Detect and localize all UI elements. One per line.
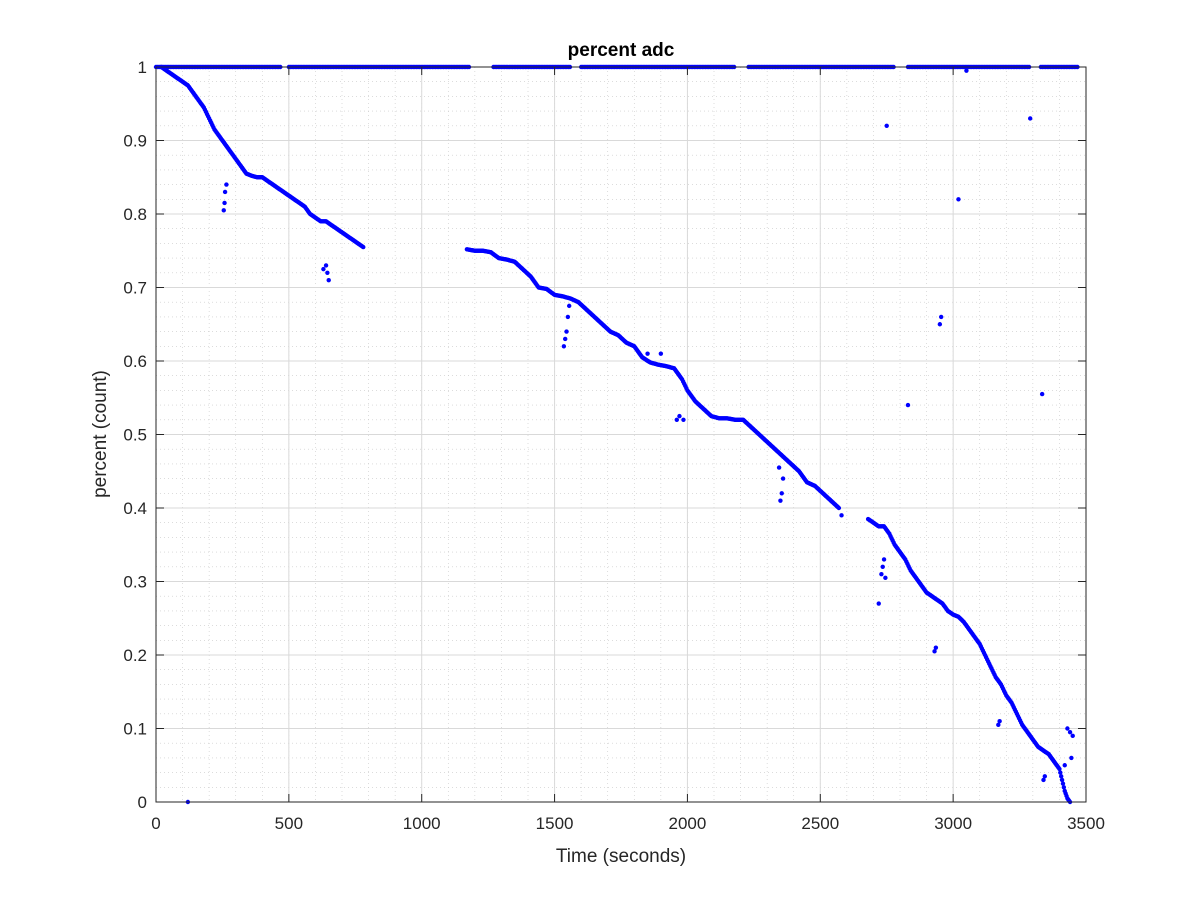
y-tick-label: 0.2 [123,646,147,665]
major-grid [155,66,1087,803]
chart-title: percent adc [568,40,675,61]
outlier-point [1067,729,1073,735]
outlier-point [884,123,889,128]
outlier-point [561,344,567,349]
trend-point [1058,770,1063,775]
y-tick-label: 0.7 [123,279,147,298]
outlier-point [778,498,783,503]
outlier-point [880,564,885,569]
outlier-point [1039,391,1045,397]
y-tick-label: 0.6 [123,352,147,371]
outlier-point [1069,755,1074,761]
outlier-point [956,197,961,202]
outlier-point [566,303,572,309]
outlier-point [563,336,568,342]
outlier-point [881,557,887,562]
outlier-point [780,476,786,481]
outlier-point [677,413,682,419]
x-axis-ticks: 0 500 1000 1500 2000 2500 3000 3500 [151,67,1105,833]
outlier-point [564,329,569,334]
outlier-point [224,182,229,187]
y-tick-label: 0 [138,793,147,812]
outlier-point [937,322,943,327]
x-tick-label: 3500 [1067,814,1105,833]
outlier-point [323,263,329,268]
outlier-point [1070,733,1075,739]
outlier-point [905,402,911,408]
outlier-point [681,417,686,422]
y-tick-label: 0.8 [123,205,147,224]
outlier-point [996,722,1001,728]
outlier-point [879,571,884,577]
data-points [153,64,1080,805]
outlier-point [876,601,881,606]
x-tick-label: 3000 [934,814,972,833]
outlier-point [565,314,571,320]
outlier-point [839,513,844,518]
x-axis-label: Time (seconds) [556,846,686,867]
outlier-point [997,718,1002,724]
outlier-point [1041,777,1046,783]
x-tick-label: 1500 [536,814,574,833]
outlier-point [325,270,330,275]
outlier-point [1028,116,1033,121]
y-tick-label: 0.9 [123,132,147,151]
outlier-point [658,351,664,356]
outlier-point [221,208,226,213]
x-tick-label: 500 [275,814,303,833]
trend-point [361,244,366,250]
outlier-point [222,200,227,206]
y-tick-label: 0.5 [123,426,147,445]
y-tick-label: 1 [138,58,147,77]
outlier-point [1042,774,1048,779]
trend-point [1060,781,1066,786]
outlier-point [932,649,937,654]
y-tick-label: 0.4 [123,499,147,518]
trend-point [1059,777,1065,783]
outlier-point [776,465,782,470]
y-tick-label: 0.3 [123,573,147,592]
outlier-point [779,491,784,496]
trend-point [1057,766,1062,772]
trend-point [836,505,842,511]
outlier-point [321,266,326,272]
x-tick-label: 2500 [801,814,839,833]
outlier-point [883,575,888,581]
outlier-point [645,351,650,356]
outlier-point [933,645,939,650]
outlier-point [1062,763,1067,768]
y-axis-ticks: 0 0.1 0.2 0.3 0.4 0.5 0.6 0.7 0.8 0.9 1 [123,58,1086,812]
y-tick-label: 0.1 [123,720,147,739]
outlier-point [326,277,331,283]
outlier-point [674,417,679,422]
outlier-point [222,189,228,195]
x-tick-label: 2000 [669,814,707,833]
outlier-point [938,314,944,320]
trend-point [1061,785,1067,790]
outlier-point [964,68,969,73]
x-tick-label: 0 [151,814,160,833]
y-axis-label: percent (count) [90,370,111,498]
trend-point [1059,774,1064,779]
x-tick-label: 1000 [403,814,441,833]
outlier-point [1065,726,1070,731]
